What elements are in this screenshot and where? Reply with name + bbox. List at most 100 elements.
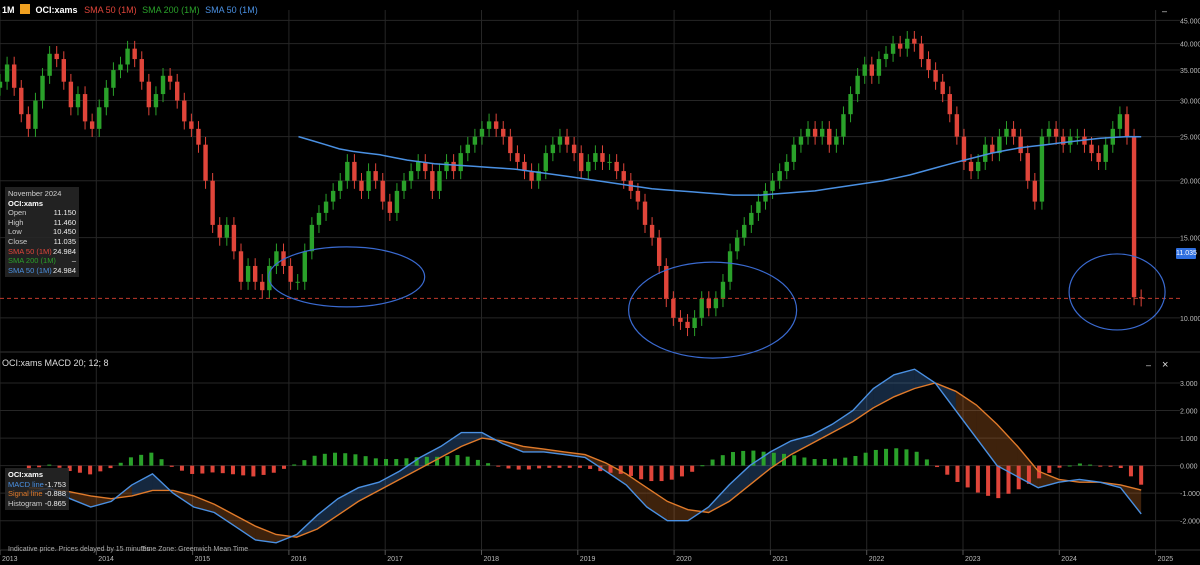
candle-body — [983, 144, 988, 162]
info-value: 10.450 — [53, 227, 76, 237]
info-row: SMA 200 (1M) – — [8, 256, 76, 266]
macd-histogram-bar — [200, 465, 205, 474]
legend-sma50-red[interactable]: SMA 50 (1M) — [84, 5, 137, 15]
candle-body — [260, 281, 265, 291]
legend-sma200[interactable]: SMA 200 (1M) — [142, 5, 200, 15]
candle-body — [387, 201, 393, 213]
macd-fill — [832, 410, 853, 433]
candle-body — [486, 121, 492, 129]
candle-body — [359, 180, 364, 191]
macd-histogram-bar — [404, 458, 409, 466]
macd-histogram-bar — [261, 465, 266, 475]
macd-histogram-bar — [333, 452, 338, 466]
candle-body — [26, 114, 31, 129]
macd-line — [28, 368, 1142, 544]
macd-histogram-bar — [730, 452, 735, 466]
info-label: Close — [8, 236, 28, 246]
candle-body — [692, 317, 697, 328]
candle-body — [1138, 297, 1144, 299]
candle-body — [182, 100, 187, 122]
macd-histogram-bar — [373, 458, 378, 466]
candle-body — [323, 201, 329, 213]
candle-body — [756, 201, 761, 213]
candle-body — [678, 317, 683, 322]
macd-tick-label: 3.000 — [1180, 381, 1198, 388]
candle-body — [1004, 128, 1009, 137]
candle-body — [862, 64, 867, 76]
time-tick-label: 2014 — [98, 556, 114, 563]
symbol-label[interactable]: OCI:xams — [35, 5, 78, 15]
macd-histogram-bar — [118, 462, 123, 466]
candle-body — [196, 128, 201, 145]
macd-histogram-bar — [639, 465, 644, 480]
info-label: Low — [8, 227, 22, 237]
macd-histogram-bar — [67, 465, 72, 472]
close-macd-button[interactable]: × — [1162, 359, 1169, 371]
macd-histogram-bar — [588, 465, 593, 469]
macd-info-value: -1.753 — [44, 479, 66, 489]
interval-label[interactable]: 1M — [2, 5, 15, 15]
candle-body — [997, 136, 1002, 154]
candle-body — [777, 171, 782, 181]
candle-body — [713, 299, 719, 309]
candle-body — [1018, 136, 1023, 154]
info-label: High — [8, 217, 24, 227]
macd-fill — [234, 515, 256, 540]
macd-tick-label: 0.000 — [1180, 464, 1198, 471]
macd-histogram-bar — [1006, 465, 1011, 494]
timezone-note: Time Zone: Greenwich Mean Time — [141, 546, 249, 553]
time-tick-label: 2020 — [676, 556, 692, 563]
legend-sma50-blue[interactable]: SMA 50 (1M) — [205, 5, 258, 15]
time-tick-label: 2013 — [2, 556, 18, 563]
info-value: – — [71, 256, 76, 266]
candle-body — [805, 128, 811, 137]
macd-histogram-bar — [281, 465, 286, 469]
collapse-macd-button[interactable]: – — [1146, 360, 1152, 370]
macd-histogram-bar — [445, 456, 450, 466]
candle-body — [827, 128, 832, 145]
info-label: SMA 200 (1M) — [8, 256, 56, 266]
candle-body — [231, 224, 237, 252]
candle-body — [82, 94, 88, 122]
macd-fill — [729, 465, 750, 502]
macd-histogram-bar — [608, 465, 613, 473]
candle-body — [1025, 153, 1030, 181]
collapse-main-button[interactable]: – — [1162, 6, 1168, 16]
price-tick-label: 40.000 — [1180, 42, 1200, 49]
macd-histogram-bar — [894, 448, 899, 466]
macd-histogram-bar — [1047, 465, 1052, 473]
candle-body — [642, 201, 648, 225]
candle-body — [1060, 136, 1066, 145]
candle-body — [401, 180, 407, 191]
macd-fill — [873, 374, 894, 408]
macd-histogram-bar — [1139, 465, 1144, 485]
candle-body — [274, 251, 279, 266]
candle-body — [430, 171, 435, 191]
candle-body — [841, 114, 846, 137]
candle-body — [933, 70, 938, 82]
candle-body — [146, 81, 152, 108]
time-tick-label: 2017 — [387, 556, 403, 563]
candle-body — [579, 153, 584, 172]
candle-body — [834, 136, 839, 145]
macd-fill — [955, 391, 977, 439]
macd-fill — [667, 501, 689, 521]
annotation-ellipse — [1068, 253, 1166, 331]
candle-body — [153, 94, 159, 108]
macd-histogram-bar — [57, 465, 62, 468]
candle-body — [217, 224, 222, 238]
candle-body — [897, 43, 903, 49]
info-label: Open — [8, 208, 27, 218]
candle-body — [288, 265, 293, 282]
macd-histogram-bar — [516, 465, 521, 470]
candle-body — [656, 237, 662, 266]
macd-histogram-bar — [230, 465, 235, 475]
macd-histogram-bar — [486, 463, 491, 466]
macd-histogram-bar — [128, 457, 133, 466]
candle-body — [437, 171, 442, 191]
candle-body — [493, 121, 499, 129]
macd-histogram-bar — [567, 465, 572, 468]
macd-fill — [131, 473, 153, 496]
time-tick-label: 2025 — [1158, 556, 1174, 563]
